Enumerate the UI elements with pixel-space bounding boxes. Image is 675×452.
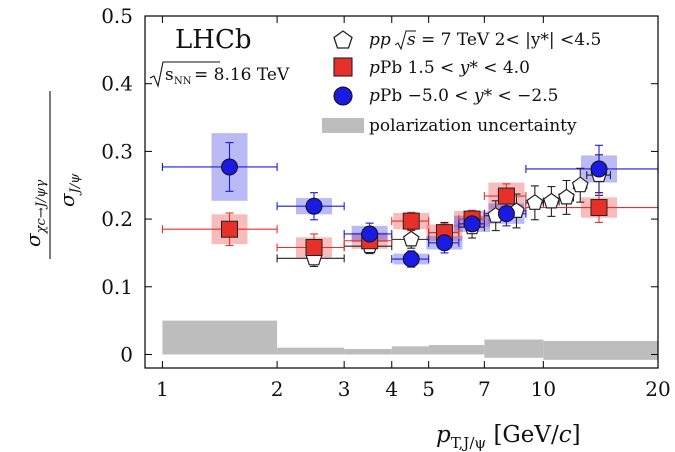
svg-text:= 8.16 TeV: = 8.16 TeV xyxy=(194,65,290,85)
data-point-pp xyxy=(543,192,560,209)
data-point-ppb-forward xyxy=(497,187,515,205)
svg-text:s: s xyxy=(165,65,174,85)
legend-entry-ppb-forward: pPb 1.5 < y* < 4.0 xyxy=(333,57,530,78)
x-axis-label: pT,J/ψ [GeV/c] xyxy=(436,422,581,452)
data-point-ppb-backward xyxy=(361,225,379,243)
y-tick-label: 0 xyxy=(120,342,133,366)
experiment-label: LHCb xyxy=(175,25,251,55)
data-point-ppb-forward xyxy=(402,212,420,230)
polarization-band-bin xyxy=(391,346,429,355)
svg-text:σχc→J/ψγ: σχc→J/ψγ xyxy=(21,180,49,247)
x-tick-label: 3 xyxy=(338,377,351,401)
data-point-ppb-backward xyxy=(435,234,453,252)
x-tick-label: 7 xyxy=(478,377,491,401)
y-tick-label: 0.2 xyxy=(101,207,133,231)
svg-text:pp: pp xyxy=(369,30,391,50)
plot-frame xyxy=(144,15,659,369)
data-point-ppb-backward xyxy=(497,205,515,223)
polarization-band-bin xyxy=(344,349,392,355)
svg-text:polarization uncertainty: polarization uncertainty xyxy=(369,116,577,136)
data-point-pp xyxy=(402,230,420,247)
y-tick-label: 0.5 xyxy=(101,4,133,28)
data-point-pp xyxy=(571,176,589,193)
tick-labels: 1 2 3 4 5 7 10 20 0 0.1 0.2 0.3 0.4 0.5 xyxy=(101,4,671,401)
svg-text:NN: NN xyxy=(174,76,192,87)
svg-text:pPb −5.0 < y* < −2.5: pPb −5.0 < y* < −2.5 xyxy=(369,86,558,106)
x-tick-label: 4 xyxy=(385,377,398,401)
svg-text:= 7 TeV 2< |y*| <4.5: = 7 TeV 2< |y*| <4.5 xyxy=(421,30,601,50)
y-tick-label: 0.4 xyxy=(101,72,133,96)
x-tick-label: 10 xyxy=(531,377,556,401)
x-tick-label: 2 xyxy=(271,377,284,401)
polarization-band-bin xyxy=(277,347,345,355)
data-point-pp xyxy=(558,188,575,205)
x-tick-label: 5 xyxy=(422,377,435,401)
polarization-band-bin xyxy=(484,339,544,358)
legend-pentagon-marker xyxy=(333,30,353,49)
y-tick-label: 0.1 xyxy=(101,275,133,299)
legend-entry-pp: pp s = 7 TeV 2< |y*| <4.5 xyxy=(333,30,601,51)
polarization-bands xyxy=(162,320,658,360)
svg-text:pPb 1.5 < y* < 4.0: pPb 1.5 < y* < 4.0 xyxy=(369,58,530,78)
svg-text:s: s xyxy=(407,30,416,50)
legend-band-swatch xyxy=(322,118,364,133)
energy-label: s NN = 8.16 TeV xyxy=(149,61,290,88)
y-tick-label: 0.3 xyxy=(101,139,133,163)
polarization-band-bin xyxy=(428,344,485,355)
data-point-ppb-backward xyxy=(590,160,608,178)
legend-entry-polarization: polarization uncertainty xyxy=(322,116,577,136)
x-tick-label: 20 xyxy=(645,377,670,401)
legend-circle-marker xyxy=(333,86,353,106)
svg-text:σJ/ψ: σJ/ψ xyxy=(55,173,83,207)
svg-text:pT,J/ψ [GeV/c]: pT,J/ψ [GeV/c] xyxy=(436,422,581,452)
data-point-ppb-backward xyxy=(221,158,239,176)
data-point-ppb-backward xyxy=(463,215,481,233)
error-bars xyxy=(161,142,659,268)
polarization-band-bin xyxy=(162,320,278,355)
legend: pp s = 7 TeV 2< |y*| <4.5 pPb 1.5 < y* <… xyxy=(322,30,601,136)
y-axis-label: σχc→J/ψγ σJ/ψ xyxy=(21,91,83,259)
legend-entry-ppb-backward: pPb −5.0 < y* < −2.5 xyxy=(333,86,558,106)
data-point-ppb-forward xyxy=(590,199,608,217)
data-point-ppb-backward xyxy=(402,250,420,268)
data-point-ppb-forward xyxy=(221,220,239,238)
data-point-pp xyxy=(526,194,544,210)
x-tick-label: 1 xyxy=(156,377,169,401)
data-point-ppb-backward xyxy=(305,197,323,215)
axis-ticks xyxy=(145,15,659,368)
legend-square-marker xyxy=(333,57,353,77)
data-point-ppb-forward xyxy=(305,239,323,257)
data-markers xyxy=(221,158,608,268)
polarization-band-bin xyxy=(543,340,658,360)
